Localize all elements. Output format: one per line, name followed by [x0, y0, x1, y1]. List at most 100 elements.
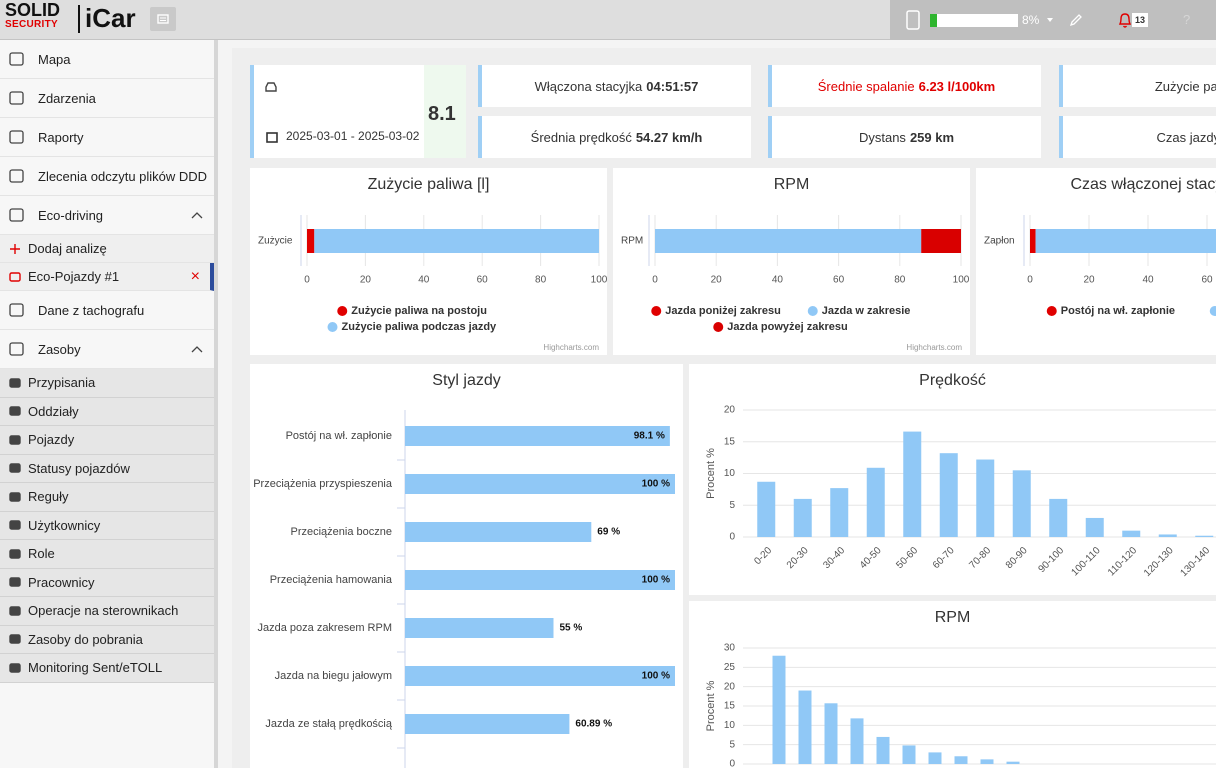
- nav-item[interactable]: Zasoby: [0, 330, 214, 369]
- bar: [954, 756, 968, 764]
- chart-panel: Prędkość 0 5 10 15 20 Procent % 0-20 20-30 30-40 4…: [689, 364, 1216, 595]
- glyph: [9, 549, 21, 559]
- nav-icon: [9, 463, 21, 473]
- x-tick-label: 0-20: [752, 545, 774, 567]
- chart: RPM 0 20 40 60 80 100 RPM Jazda poniżej zakresu J…: [621, 176, 970, 352]
- stat-label: Dystans: [858, 129, 906, 145]
- legend-symbol: [651, 306, 662, 316]
- car-icon: [265, 82, 277, 92]
- nav-item[interactable]: Eco-Pojazdy #1 ×: [0, 263, 214, 291]
- nav-label: Dodaj analizę: [28, 241, 107, 256]
- y-tick-label: 10: [724, 720, 736, 731]
- nav-label: Zasoby do pobrania: [28, 631, 143, 647]
- x-tick-label: 0: [652, 275, 658, 286]
- close[interactable]: ×: [190, 267, 200, 285]
- x-tick-label: 40: [1142, 275, 1154, 286]
- bar: [772, 655, 786, 764]
- nav-label: Przypisania: [28, 375, 96, 391]
- nav-item[interactable]: Użytkownicy: [0, 511, 214, 540]
- bar-segment: [655, 229, 922, 253]
- chart-panel: Styl jazdy Postój na wł. zapłonie 98.1 % Pr…: [250, 364, 683, 768]
- nav-item[interactable]: Zasoby do pobrania: [0, 625, 214, 654]
- nav-icon: [9, 492, 21, 502]
- menu-toggle[interactable]: [150, 7, 176, 31]
- help[interactable]: ?: [1183, 12, 1191, 27]
- stat-label: Średnia prędkość: [530, 129, 632, 145]
- bar: [757, 481, 776, 537]
- glyph: [9, 342, 24, 356]
- y-tick-label: 5: [729, 739, 735, 750]
- nav-item[interactable]: Raporty: [0, 118, 214, 157]
- header-tools: 8% 13 ?: [890, 0, 1216, 40]
- nav-label: Zlecenia odczytu plików DDD: [38, 168, 208, 184]
- x-tick-label: 60-70: [931, 545, 957, 571]
- glyph: [9, 303, 24, 317]
- divider: [78, 5, 80, 33]
- nav-item[interactable]: Zlecenia odczytu plików DDD: [0, 157, 214, 196]
- nav-item[interactable]: Role: [0, 540, 214, 569]
- nav-item[interactable]: Dodaj analizę: [0, 235, 214, 263]
- nav-item[interactable]: Oddziały: [0, 397, 214, 426]
- chart: RPM 0 5 10 15 20 25 30 Procent %: [705, 609, 1216, 768]
- nav-label: Oddziały: [28, 403, 79, 419]
- nav-item[interactable]: Reguły: [0, 483, 214, 512]
- bar: [405, 618, 554, 638]
- nav-label: Eco-driving: [38, 207, 104, 223]
- nav-label: Pracownicy: [28, 574, 95, 590]
- car-path: [265, 82, 277, 92]
- nav-item[interactable]: Eco-driving: [0, 196, 214, 235]
- x-tick-label: 60: [477, 275, 489, 286]
- x-tick-label: 50-60: [894, 545, 920, 571]
- nav-icon: [9, 342, 24, 356]
- score-card: 2025-03-01 - 2025-03-02 8.1: [250, 65, 466, 158]
- bar: [405, 666, 675, 686]
- y-tick-label: 10: [724, 468, 736, 479]
- glyph: [9, 463, 21, 473]
- nav-icon: [9, 208, 24, 222]
- x-tick-label: 70-80: [967, 545, 993, 571]
- x-tick-label: 90-100: [1036, 545, 1066, 575]
- value-label: 60.89 %: [575, 719, 612, 730]
- bar: [1158, 534, 1177, 537]
- nav-item[interactable]: Mapa: [0, 40, 214, 79]
- header: SOLID SECURITY iCar 8% 13 ?: [0, 0, 1216, 40]
- nav-item[interactable]: Pracownicy: [0, 568, 214, 597]
- bell-icon[interactable]: [1117, 11, 1133, 29]
- nav-icon: [9, 406, 21, 416]
- nav-icon: [9, 303, 24, 317]
- category-label: Jazda poza zakresem RPM: [258, 622, 393, 634]
- chart-title: RPM: [774, 176, 810, 193]
- nav-item[interactable]: Statusy pojazdów: [0, 454, 214, 483]
- category-label: Jazda ze stałą prędkością: [265, 718, 392, 730]
- bar: [850, 718, 864, 764]
- value-label: 100 %: [642, 575, 670, 586]
- bar: [1122, 530, 1141, 537]
- stat-label: Średnie spalanie: [817, 78, 915, 94]
- nav-item[interactable]: Operacje na sterownikach: [0, 597, 214, 626]
- nav-item[interactable]: Dane z tachografu: [0, 291, 214, 330]
- glyph: [9, 91, 24, 105]
- bar: [903, 431, 922, 537]
- x-tick-label: 80: [894, 275, 906, 286]
- x-tick-label: 0: [304, 275, 310, 286]
- bar: [798, 690, 812, 764]
- legend-symbol: [713, 322, 724, 332]
- x-tick-label: 20: [360, 275, 372, 286]
- bar: [1085, 517, 1104, 537]
- bar: [793, 498, 812, 537]
- stat-label: Czas jazdy: [1156, 129, 1216, 145]
- bar: [405, 426, 670, 446]
- edit-icon[interactable]: [1068, 12, 1084, 28]
- y-tick-label: 5: [729, 500, 735, 511]
- nav-item[interactable]: Pojazdy: [0, 426, 214, 455]
- nav-icon: [9, 169, 24, 183]
- credits: Highcharts.com: [543, 343, 599, 352]
- nav-item[interactable]: Przypisania: [0, 369, 214, 398]
- bar: [876, 736, 890, 764]
- nav-item[interactable]: Monitoring Sent/eTOLL: [0, 654, 214, 683]
- glyph: [9, 634, 21, 644]
- glyph: [9, 52, 24, 66]
- nav-item[interactable]: Zdarzenia: [0, 79, 214, 118]
- bar-segment: [1030, 229, 1036, 253]
- legend-label: Jazda w zakresie: [822, 305, 911, 317]
